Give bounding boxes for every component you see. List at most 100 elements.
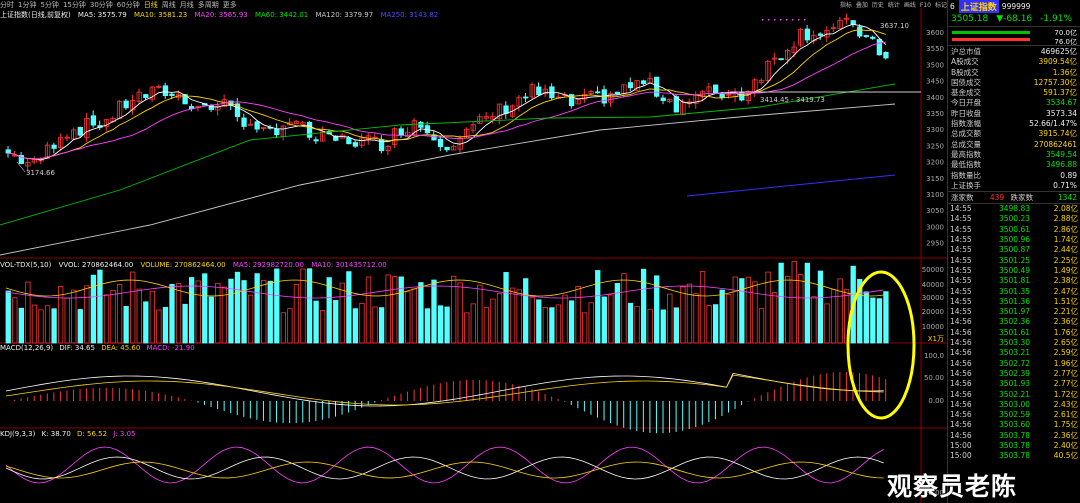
volume-legend: VOL-TDX(5,10) VVOL: 270862464.00 VOLUME:… [0,261,392,269]
vol-ma10-line [5,285,884,299]
tick-volume: 2.44亿 [1053,245,1078,255]
low-annotation: 3174.66 [26,169,55,177]
volume-bar [346,271,352,344]
tool-button-0[interactable]: 指标 [839,2,852,9]
tick-row: 14:55 3500.61 2.86亿 [948,225,1080,235]
period-tab-2[interactable]: 5分钟 [40,1,59,9]
tick-time: 14:55 [950,245,972,255]
candle-body [608,93,614,103]
stat-row: 今日开盘 3534.67 [948,98,1080,108]
volume-bar [31,304,38,344]
bar-right-value: 76.0亿 [1054,38,1077,46]
price-axis-label: 3550 [926,45,944,53]
volume-bar [12,297,18,344]
candle-body [234,103,241,118]
candle-body [844,17,850,20]
volume-bar [365,276,372,344]
tick-row: 14:55 3500.96 1.74亿 [948,235,1080,245]
period-tab-0[interactable]: 分时 [0,1,14,9]
period-tab-8[interactable]: 月线 [179,1,194,9]
period-tab-1[interactable]: 1分钟 [18,1,37,9]
candle-body [143,94,149,99]
candle-body [568,94,575,107]
volume-bar [156,309,162,344]
candle-body [483,116,490,119]
candle-body [634,80,640,91]
period-tab-10[interactable]: 更多 [222,1,237,9]
tick-row: 14:56 3503.60 1.75亿 [948,420,1080,430]
ma60-line [0,83,896,226]
volume-bar [713,304,719,344]
tool-button-5[interactable]: F10 [919,2,931,9]
tick-time: 14:56 [950,410,972,420]
volume-bar [44,305,51,344]
tick-list[interactable]: 14:55 3498.83 2.08亿 14:55 3500.23 2.88亿 14:55 3… [948,204,1080,461]
period-tab-6[interactable]: 日线 [143,1,158,9]
volume-bar [51,308,57,344]
candle-body [254,121,260,130]
up-count: 439 [989,193,1005,203]
volume-bar [555,304,562,344]
ma120-value: MA120: 3379.97 [315,11,374,19]
volume-bar [785,275,791,344]
volume-bar [431,279,437,344]
kline-chart-area[interactable]: 分时 1分钟 5分钟 15分钟 30分钟 60分钟 日线 周线 月线 多周期 更多 指标 叠加 历史 统计… [0,0,947,503]
stat-row: 总成交额 3915.74亿 [948,129,1080,139]
volume-bar [516,289,522,344]
tool-button-4[interactable]: 画线 [903,2,916,9]
tool-button-1[interactable]: 叠加 [855,2,868,9]
volume-bar [25,281,31,344]
volume-bar [130,271,136,344]
tool-button-3[interactable]: 统计 [887,2,900,9]
price-axis-label: 3300 [926,126,944,134]
period-tab-7[interactable]: 周线 [161,1,176,9]
volume-bar [392,276,398,344]
volume-bar [208,296,214,344]
period-tab-3[interactable]: 15分钟 [62,1,86,9]
stat-row: 总成交量 270862461 [948,140,1080,150]
volume-bar [188,277,195,344]
candle-body [385,145,391,151]
candle-body [614,91,621,95]
tick-time: 14:56 [950,368,972,378]
volume-bar [536,299,542,344]
volume-bar [509,287,516,344]
bar-left-value: 70.0亿 [1054,29,1077,37]
volume-bar [110,290,116,344]
tick-price: 3501.61 [998,327,1030,337]
charts-canvas[interactable]: 3600 3550 3500 3450 3400 3350 3300 3250 3200 3150… [0,0,947,503]
k-value: K: 38.70 [41,430,71,438]
signal-dot [768,19,770,21]
candle-body [857,26,863,37]
candle-body [883,51,889,59]
volume-bar [261,279,267,344]
volume-bar [726,293,732,344]
volume-bar [333,300,339,344]
volume-bar [221,286,228,344]
tool-button-2[interactable]: 历史 [871,2,884,9]
period-tab-5[interactable]: 60分钟 [116,1,140,9]
stat-label: 上证换手 [951,180,981,190]
volume-bar [234,271,241,344]
volume-bar [372,306,378,344]
volume-bar [686,283,693,344]
candle-body [241,117,247,127]
candle-body [450,145,457,151]
candle-body [25,162,31,167]
period-tab-9[interactable]: 多周期 [197,1,219,9]
vol-title: VOL-TDX(5,10) [0,261,52,269]
volume-bar [215,282,221,344]
tick-price: 3501.93 [998,379,1030,389]
volume-bar [84,285,90,344]
watermark: 观察员老陈 [887,472,1018,501]
volume-bar [798,274,804,344]
price-axis-label: 3350 [926,110,944,118]
ma10-value: MA10: 3581.23 [133,11,188,19]
highlight-ellipse [846,270,916,420]
tool-button-6[interactable]: 标记 [934,2,947,9]
period-tab-4[interactable]: 30分钟 [89,1,113,9]
tick-row: 14:56 3503.21 2.59亿 [948,348,1080,358]
volume-bar [739,278,745,344]
tick-row: 14:56 3501.61 1.76亿 [948,328,1080,338]
stats-list: 沪总市值 469625亿 A股成交 3909.54亿 B股成交 1.36亿 国债成交 1275… [948,46,1080,193]
